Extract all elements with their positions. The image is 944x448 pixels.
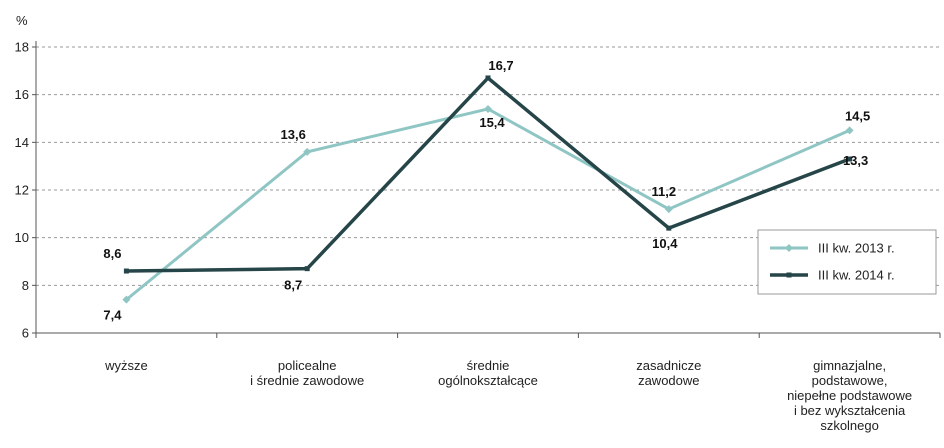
x-category-label: policealne i średnie zawodowe — [250, 358, 364, 388]
data-point — [304, 266, 310, 272]
data-point — [845, 126, 854, 135]
x-category-label-line: i średnie zawodowe — [250, 373, 364, 388]
data-point — [303, 147, 312, 156]
x-category-label: zasadnicze zawodowe — [636, 358, 701, 388]
x-category-label-line: ogólnokształcące — [438, 373, 538, 388]
x-category-label: średnie ogólnokształcące — [438, 358, 538, 388]
y-axis-ticks: 6 8 10 12 14 16 18 — [15, 40, 36, 341]
y-tick-label: 8 — [22, 278, 29, 293]
x-category-label-line: niepełne podstawowe — [787, 388, 912, 403]
x-category-label-line: zawodowe — [638, 373, 699, 388]
data-label: 10,4 — [652, 236, 678, 251]
grid — [36, 46, 940, 286]
data-label: 11,2 — [652, 184, 677, 199]
data-label: 8,7 — [284, 278, 302, 293]
x-category-label-line: policealne — [278, 358, 337, 373]
data-label: 14,5 — [845, 108, 870, 123]
legend-swatch-marker — [786, 272, 792, 278]
data-label: 13,3 — [843, 153, 868, 168]
y-tick-label: 6 — [22, 326, 29, 341]
data-label: 15,4 — [479, 115, 505, 130]
x-category-label-line: podstawowe, — [812, 373, 888, 388]
x-axis-category-labels: wyższe policealne i średnie zawodowe średni… — [104, 358, 912, 433]
legend-entry-label: III kw. 2014 r. — [818, 268, 895, 283]
data-point — [666, 225, 672, 231]
y-axis-unit-label: % — [16, 13, 28, 28]
legend-swatch-marker — [785, 244, 793, 252]
y-tick-label: 12 — [15, 183, 29, 198]
x-category-label-line: szkolnego — [820, 418, 879, 433]
data-point — [123, 268, 129, 274]
legend-box — [757, 229, 937, 295]
y-tick-label: 18 — [15, 40, 29, 55]
data-label: 8,6 — [103, 246, 121, 261]
legend-entry-label: III kw. 2013 r. — [818, 241, 895, 256]
data-labels: 7,4 13,6 15,4 11,2 14,5 8,6 8,7 16,7 10,4 13,3 — [103, 58, 870, 323]
x-category-label-line: gimnazjalne, — [813, 358, 886, 373]
data-point — [485, 75, 491, 81]
x-category-label-line: i bez wykształcenia — [794, 403, 906, 418]
data-point — [484, 104, 492, 113]
axes — [35, 41, 941, 338]
x-category-label-line: wyższe — [104, 358, 148, 373]
x-category-label-line: zasadnicze — [636, 358, 701, 373]
y-tick-label: 14 — [15, 135, 29, 150]
y-tick-label: 16 — [15, 87, 29, 102]
legend: III kw. 2013 r. III kw. 2014 r. — [757, 229, 937, 295]
data-label: 13,6 — [281, 127, 306, 142]
series-markers — [122, 75, 854, 304]
x-category-label: gimnazjalne, podstawowe, niepełne podstawo… — [787, 358, 912, 433]
data-label: 16,7 — [488, 58, 513, 73]
x-category-label-line: średnie — [467, 358, 510, 373]
x-category-label: wyższe — [104, 358, 148, 373]
data-label: 7,4 — [103, 308, 122, 323]
y-tick-label: 10 — [15, 230, 29, 245]
data-point — [664, 205, 673, 214]
data-point — [122, 295, 131, 304]
data-point — [847, 156, 853, 162]
